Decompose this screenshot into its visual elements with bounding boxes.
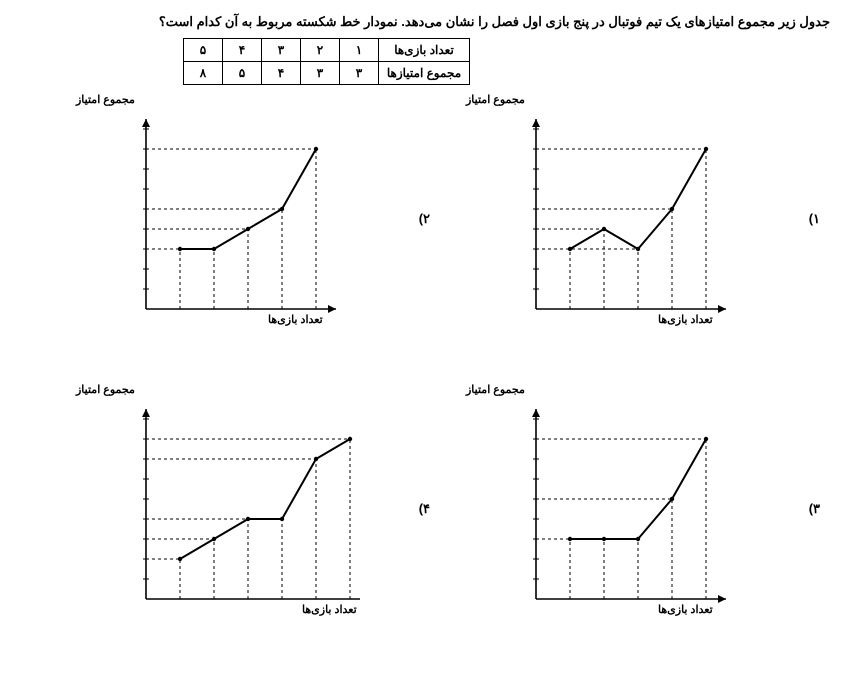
x-axis-label: تعداد بازی‌ها [302,603,357,616]
x-axis-label: تعداد بازی‌ها [658,313,713,326]
cell: ۳ [340,62,379,85]
y-axis-label: مجموع امتیاز [76,93,135,106]
y-axis-label: مجموع امتیاز [466,93,525,106]
cell: ۵ [184,39,223,62]
cell: ۳ [301,62,340,85]
cell: ۴ [223,39,262,62]
chart-cell-2: (۲ مجموع امتیاز تعداد بازی‌ها [50,91,430,361]
table-row: مجموع امتیازها ۳ ۳ ۴ ۵ ۸ [184,62,470,85]
cell: ۸ [184,62,223,85]
charts-grid: (۱ مجموع امتیاز تعداد بازی‌ها (۲ مجموع امتیا… [30,91,830,671]
cell: ۱ [340,39,379,62]
x-axis-label: تعداد بازی‌ها [658,603,713,616]
question-text: جدول زیر مجموع امتیازهای یک تیم فوتبال د… [30,14,830,30]
table-row: تعداد بازی‌ها ۱ ۲ ۳ ۴ ۵ [184,39,470,62]
chart-svg [490,101,750,331]
row-header-games: تعداد بازی‌ها [379,39,470,62]
page: جدول زیر مجموع امتیازهای یک تیم فوتبال د… [0,0,860,689]
chart-cell-1: (۱ مجموع امتیاز تعداد بازی‌ها [440,91,820,361]
option-label-4: (۴ [419,501,430,517]
cell: ۵ [223,62,262,85]
option-label-1: (۱ [809,211,820,227]
y-axis-label: مجموع امتیاز [466,383,525,396]
cell: ۲ [301,39,340,62]
chart-svg [490,391,750,621]
option-label-2: (۲ [419,211,430,227]
chart-svg [100,391,360,621]
row-header-scores: مجموع امتیازها [379,62,470,85]
cell: ۳ [262,39,301,62]
option-label-3: (۳ [809,501,820,517]
chart-cell-3: (۳ مجموع امتیاز تعداد بازی‌ها [440,381,820,651]
y-axis-label: مجموع امتیاز [76,383,135,396]
cell: ۴ [262,62,301,85]
data-table: تعداد بازی‌ها ۱ ۲ ۳ ۴ ۵ مجموع امتیازها ۳… [183,38,470,85]
x-axis-label: تعداد بازی‌ها [268,313,323,326]
chart-cell-4: (۴ مجموع امتیاز تعداد بازی‌ها [50,381,430,651]
chart-svg [100,101,360,331]
